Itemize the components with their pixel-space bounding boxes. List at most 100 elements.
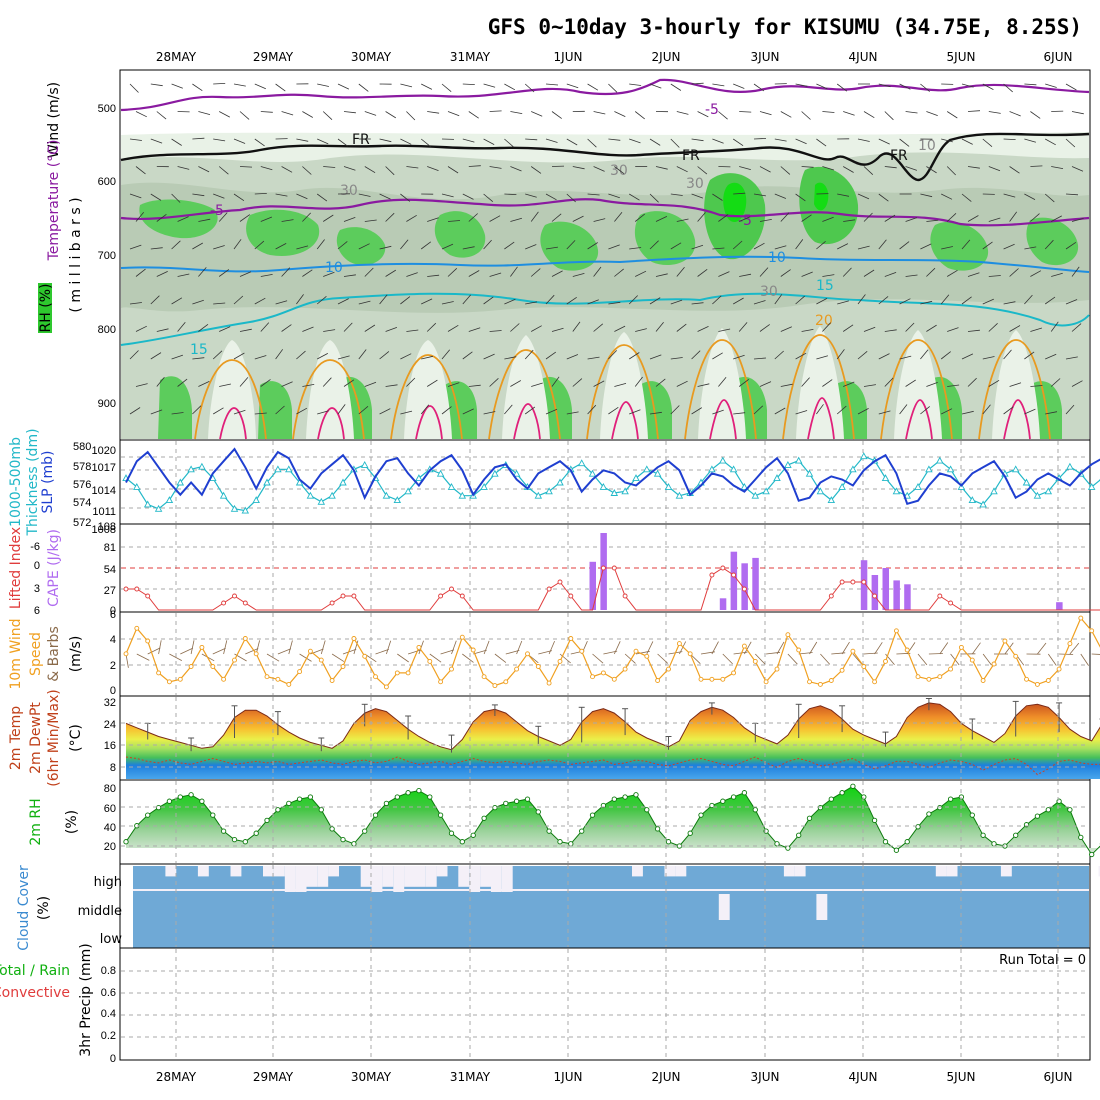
wind-speed-marker — [774, 666, 780, 672]
wind-barb — [358, 243, 370, 250]
wind-barb — [947, 384, 960, 387]
wind-barb — [822, 379, 833, 387]
wind-barb — [400, 83, 413, 88]
isotherm-20-cell — [292, 359, 365, 440]
wind-barb — [525, 138, 538, 141]
rh-patch-low — [443, 381, 477, 439]
wind-barb — [400, 193, 411, 202]
wind-barb — [1030, 165, 1043, 167]
wind-barb — [697, 383, 710, 387]
wind-barb — [1071, 218, 1084, 222]
wind-speed-marker — [546, 680, 552, 686]
wind-barb — [135, 111, 147, 118]
wind-speed-marker — [134, 625, 140, 631]
wind-barb — [150, 352, 162, 360]
dry-plume — [796, 326, 844, 439]
wind-barb — [946, 111, 958, 119]
rh2m-marker — [1078, 834, 1084, 841]
wind-barb — [836, 349, 845, 360]
rh2m-marker — [145, 812, 151, 818]
wind-barb — [1009, 382, 1022, 387]
rh2m-marker — [1013, 832, 1019, 838]
wind-barb — [670, 299, 683, 305]
thickness-tick: 574 — [73, 497, 91, 509]
wind-barb — [670, 405, 680, 415]
wind-speed-marker — [948, 666, 954, 672]
rh2m-marker — [372, 812, 379, 818]
wind10-barb — [841, 641, 850, 655]
thickness-marker — [1087, 482, 1096, 490]
thickness-marker — [675, 491, 684, 499]
wind-barb — [940, 294, 950, 305]
wind-barb — [254, 297, 266, 305]
wind10-barb — [473, 649, 487, 655]
wind-barb — [628, 295, 638, 305]
wind-speed-marker — [177, 676, 183, 682]
isotherm-20-cell — [880, 339, 953, 440]
wind-barb — [628, 352, 640, 360]
wind-barb — [233, 409, 246, 415]
wind-barb — [759, 267, 769, 277]
isotherms — [120, 78, 1090, 440]
contour-label: -5 — [738, 213, 752, 229]
thickness-marker — [458, 491, 467, 499]
wind-barb — [343, 322, 353, 332]
rh2m-marker — [904, 839, 910, 845]
lifted-index-marker — [459, 593, 465, 599]
wind-barb — [275, 193, 288, 197]
wind-barb — [462, 246, 475, 250]
cape-bars — [589, 533, 1063, 610]
wind-speed-marker — [438, 679, 444, 685]
isotherm-minus5-lower — [120, 198, 1090, 227]
lifted-index-marker — [449, 586, 454, 592]
wind-barb — [774, 193, 787, 199]
thickness-marker — [1022, 478, 1031, 486]
cloud-gap-high — [371, 866, 383, 892]
wind-barb — [1024, 294, 1033, 305]
lifted-index-marker — [872, 593, 878, 599]
wind-barb — [566, 296, 577, 305]
rh2m-marker — [839, 790, 845, 796]
wind-barb — [676, 111, 689, 115]
wind-barb — [587, 242, 598, 250]
wind-speed-marker — [492, 683, 498, 689]
cloud-gap-high — [632, 866, 643, 877]
wind-barb — [233, 352, 245, 360]
thickness-marker — [664, 482, 673, 490]
contour-label: 10 — [325, 260, 343, 276]
wind-barb — [774, 245, 787, 250]
li-axis-label: Lifted Index — [8, 527, 24, 609]
wind-barb — [712, 83, 725, 87]
cloud-gap-high — [425, 866, 437, 887]
wind-barb — [400, 138, 412, 145]
wind-speed-marker — [383, 684, 389, 690]
wind-speed-marker — [893, 628, 899, 634]
wind-barb — [593, 111, 606, 115]
thickness-tick: 580 — [73, 441, 91, 453]
isotherm-20-cells — [194, 334, 1051, 440]
wind-barb — [219, 111, 230, 118]
wind-barb — [655, 378, 666, 387]
wind-barb — [967, 110, 981, 112]
wind-barb — [905, 111, 918, 114]
wind-barb — [629, 138, 641, 144]
wind-barb — [608, 301, 621, 305]
wind-barb — [156, 213, 167, 222]
wind-speed-marker — [394, 670, 400, 676]
wind-barb — [940, 351, 951, 360]
rh2m-tick: 80 — [104, 783, 116, 795]
wind-barb — [406, 329, 419, 332]
wind-barb — [655, 273, 668, 277]
wind10-barb — [407, 649, 422, 655]
rh2m-marker — [698, 812, 704, 818]
wind-barb — [878, 296, 889, 305]
wind-speed-marker — [926, 676, 932, 682]
thickness-marker — [545, 487, 553, 495]
lifted-index-marker — [232, 593, 237, 599]
wind-barb — [400, 239, 409, 250]
rh2m-marker — [893, 847, 900, 853]
wind10-barb — [928, 653, 943, 655]
wind-barb — [385, 111, 397, 119]
rh2m-marker — [557, 839, 563, 845]
wind-barb — [233, 193, 245, 202]
